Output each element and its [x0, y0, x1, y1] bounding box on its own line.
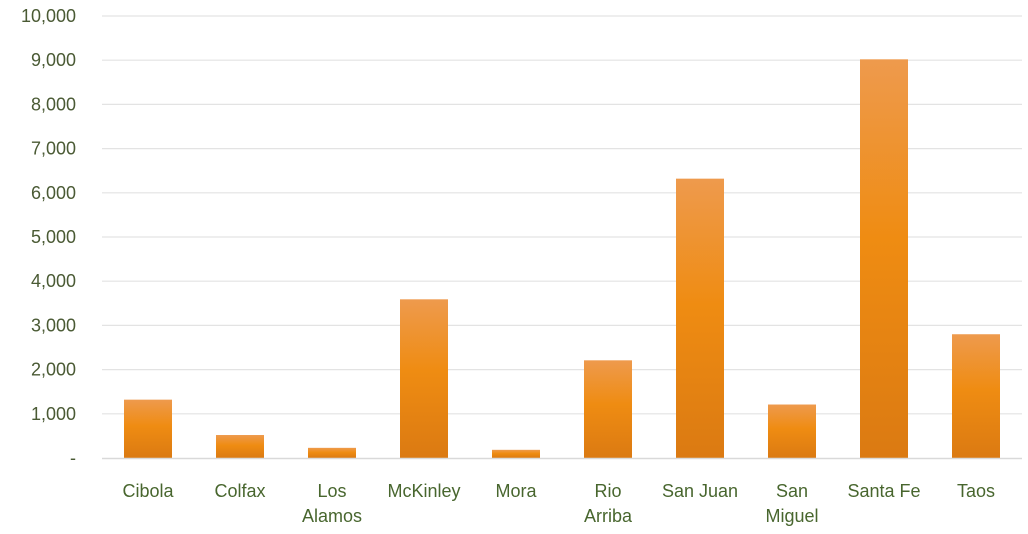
- x-tick-label-line: Santa Fe: [847, 481, 920, 501]
- y-tick-label: 1,000: [31, 404, 76, 424]
- y-axis-tick-labels: - 1,000 2,000 3,000 4,000 5,000 6,000 7,000 8,00…: [21, 6, 76, 468]
- y-tick-label: 6,000: [31, 183, 76, 203]
- x-tick-label-line: San Juan: [662, 481, 738, 501]
- x-tick-label-line: Cibola: [122, 481, 174, 501]
- y-tick-label: 8,000: [31, 94, 76, 114]
- x-tick-label-line: Arriba: [584, 506, 633, 526]
- x-tick-label: San Juan: [662, 481, 738, 501]
- y-tick-label: 3,000: [31, 315, 76, 335]
- x-tick-label: Rio Arriba: [584, 481, 633, 526]
- x-tick-label: Santa Fe: [847, 481, 920, 501]
- x-tick-label-line: Miguel: [765, 506, 818, 526]
- x-tick-label: Mora: [495, 481, 537, 501]
- x-tick-label: Cibola: [122, 481, 174, 501]
- x-tick-label: Colfax: [214, 481, 265, 501]
- y-tick-label: 10,000: [21, 6, 76, 26]
- y-tick-label: 9,000: [31, 50, 76, 70]
- x-tick-label-line: Colfax: [214, 481, 265, 501]
- bar: [492, 449, 540, 458]
- y-tick-label: 7,000: [31, 139, 76, 159]
- y-tick-label: -: [70, 448, 76, 468]
- x-tick-label: Taos: [957, 481, 995, 501]
- x-tick-label: San Miguel: [765, 481, 818, 526]
- x-tick-label-line: Mora: [495, 481, 537, 501]
- bar: [400, 299, 448, 458]
- x-tick-label-line: San: [776, 481, 808, 501]
- bar: [676, 178, 724, 458]
- x-tick-label: McKinley: [387, 481, 460, 501]
- y-tick-label: 2,000: [31, 360, 76, 380]
- bar: [952, 334, 1000, 458]
- x-axis-tick-labels: Cibola Colfax Los Alamos McKinley Mora Rio Arri…: [122, 481, 995, 526]
- bar: [216, 435, 264, 458]
- y-tick-label: 4,000: [31, 271, 76, 291]
- y-tick-label: 5,000: [31, 227, 76, 247]
- x-tick-label-line: Alamos: [302, 506, 362, 526]
- x-tick-label-line: Los: [317, 481, 346, 501]
- bar: [768, 404, 816, 458]
- bars: [124, 59, 1000, 458]
- x-tick-label-line: Taos: [957, 481, 995, 501]
- x-tick-label: Los Alamos: [302, 481, 362, 526]
- x-tick-label-line: McKinley: [387, 481, 460, 501]
- x-tick-label-line: Rio: [594, 481, 621, 501]
- bar: [584, 360, 632, 458]
- gridlines: [102, 15, 1022, 415]
- bar: [124, 399, 172, 458]
- bar: [860, 59, 908, 458]
- bar: [308, 447, 356, 458]
